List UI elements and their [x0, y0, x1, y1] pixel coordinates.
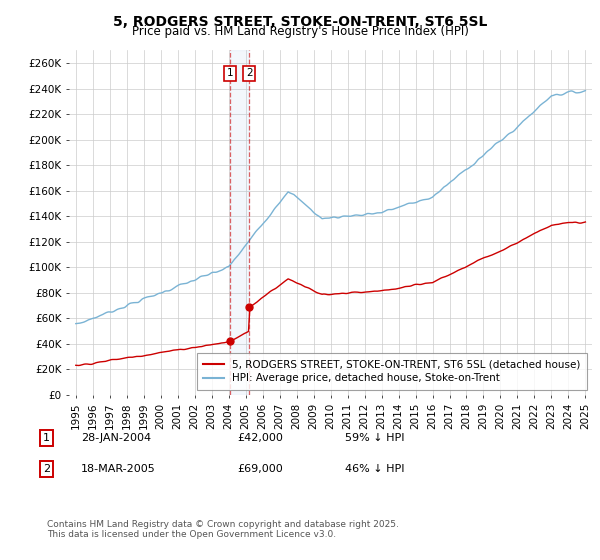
Text: 28-JAN-2004: 28-JAN-2004 — [81, 433, 151, 443]
Text: 2: 2 — [246, 68, 253, 78]
Legend: 5, RODGERS STREET, STOKE-ON-TRENT, ST6 5SL (detached house), HPI: Average price,: 5, RODGERS STREET, STOKE-ON-TRENT, ST6 5… — [197, 353, 587, 390]
Text: Contains HM Land Registry data © Crown copyright and database right 2025.
This d: Contains HM Land Registry data © Crown c… — [47, 520, 398, 539]
Text: £69,000: £69,000 — [237, 464, 283, 474]
Text: £42,000: £42,000 — [237, 433, 283, 443]
Bar — [230, 50, 249, 395]
Text: 1: 1 — [227, 68, 233, 78]
Text: 18-MAR-2005: 18-MAR-2005 — [81, 464, 156, 474]
Text: 1: 1 — [43, 433, 50, 443]
Text: 59% ↓ HPI: 59% ↓ HPI — [345, 433, 404, 443]
Text: Price paid vs. HM Land Registry's House Price Index (HPI): Price paid vs. HM Land Registry's House … — [131, 25, 469, 38]
Text: 46% ↓ HPI: 46% ↓ HPI — [345, 464, 404, 474]
Text: 5, RODGERS STREET, STOKE-ON-TRENT, ST6 5SL: 5, RODGERS STREET, STOKE-ON-TRENT, ST6 5… — [113, 15, 487, 29]
Text: 2: 2 — [43, 464, 50, 474]
